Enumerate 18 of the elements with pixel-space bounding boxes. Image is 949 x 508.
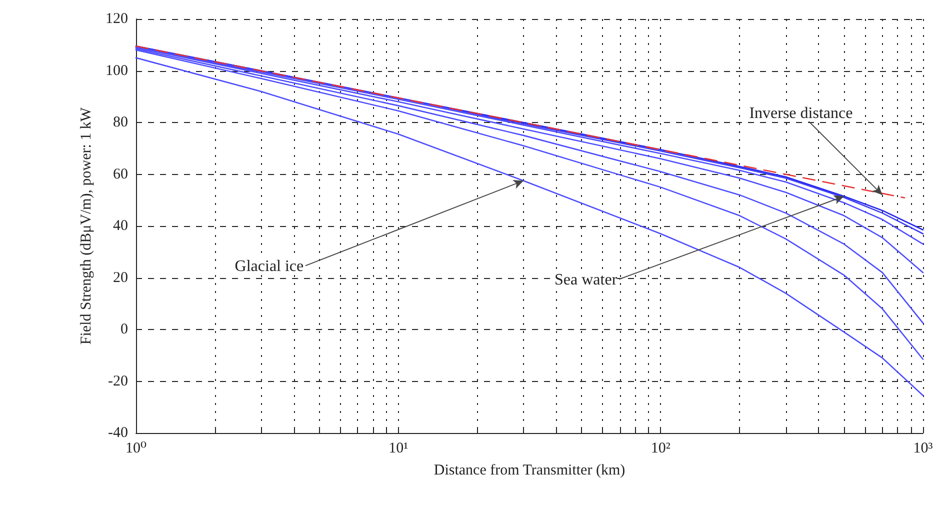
y-tick-label: -20 (108, 373, 128, 390)
y-tick-label: 20 (113, 270, 128, 286)
y-tick-label: 100 (106, 62, 128, 79)
y-tick-label: 80 (113, 114, 128, 130)
x-axis-title: Distance from Transmitter (km) (434, 462, 626, 478)
annotation: Glacial ice (234, 258, 304, 275)
annotation: Inverse distance (749, 105, 853, 122)
y-tick-label: -40 (108, 425, 128, 441)
y-tick-label: 0 (120, 322, 128, 338)
y-tick-label: 120 (106, 11, 128, 27)
x-tick-label: 10⁰ (125, 440, 147, 456)
x-tick-label: 10¹ (388, 440, 408, 456)
x-tick-label: 10³ (913, 440, 934, 456)
y-axis-title: Field Strength (dBμV/m), power: 1 kW (78, 106, 94, 345)
annotation: Sea water (554, 271, 618, 288)
y-tick-label: 60 (113, 166, 128, 182)
y-tick-label: 40 (113, 218, 128, 234)
x-tick-label: 10² (650, 440, 671, 456)
